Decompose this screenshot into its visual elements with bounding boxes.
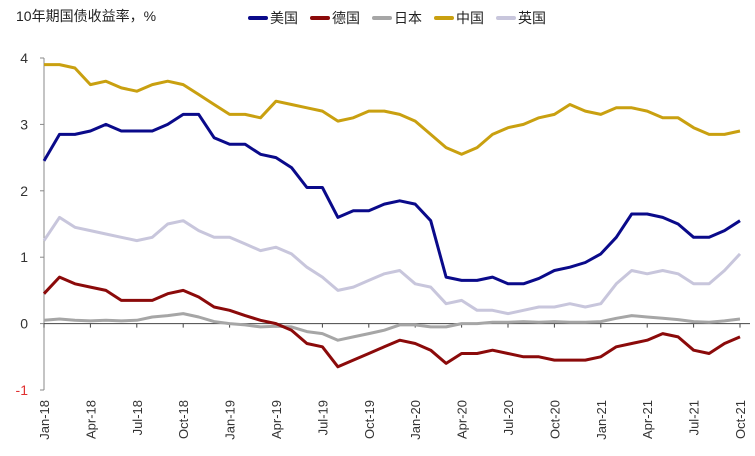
legend-item: 日本 [372, 8, 422, 28]
legend-item: 英国 [496, 8, 546, 28]
x-tick-label: Apr-18 [83, 400, 98, 439]
legend-swatch [310, 16, 330, 20]
y-tick-label: 1 [20, 249, 28, 265]
y-tick-label: 3 [20, 116, 28, 132]
series-line-4 [44, 63, 741, 156]
x-tick-label: Oct-20 [547, 400, 562, 439]
x-tick-label: Oct-21 [733, 400, 748, 439]
y-tick-label: 0 [20, 316, 28, 332]
y-tick-label: -1 [16, 382, 29, 398]
x-tick-label: Jul-18 [130, 400, 145, 435]
x-tick-label: Oct-19 [362, 400, 377, 439]
series-line-2 [42, 275, 741, 369]
legend-swatch [434, 16, 454, 20]
legend: 美国 德国 日本 中国 英国 [248, 8, 546, 28]
legend-item: 中国 [434, 8, 484, 28]
y-tick-label: 4 [20, 50, 28, 66]
legend-label: 美国 [270, 10, 298, 26]
x-tick-label: Jan-18 [37, 400, 52, 440]
x-tick-label: Jul-20 [501, 400, 516, 435]
chart-title: 10年期国债收益率，% [16, 8, 157, 24]
x-tick-label: Apr-19 [269, 400, 284, 439]
x-tick-label: Jul-21 [687, 400, 702, 435]
series-line-1 [42, 112, 741, 286]
legend-swatch [372, 16, 392, 20]
legend-item: 美国 [248, 8, 298, 28]
x-tick-label: Jul-19 [315, 400, 330, 435]
x-tick-label: Jan-21 [594, 400, 609, 440]
series-line-3 [43, 312, 741, 342]
x-tick-label: Jan-19 [223, 400, 238, 440]
x-tick-label: Apr-21 [640, 400, 655, 439]
y-tick-label: 2 [20, 183, 28, 199]
legend-item: 德国 [310, 8, 360, 28]
x-tick-label: Jan-20 [408, 400, 423, 440]
legend-label: 德国 [332, 10, 360, 26]
legend-label: 中国 [456, 10, 484, 26]
series-line-5 [42, 215, 742, 316]
legend-label: 日本 [394, 10, 422, 26]
legend-label: 英国 [518, 10, 546, 26]
legend-swatch [496, 16, 516, 20]
legend-swatch [248, 16, 268, 20]
x-tick-label: Oct-18 [176, 400, 191, 439]
x-tick-label: Apr-20 [455, 400, 470, 439]
